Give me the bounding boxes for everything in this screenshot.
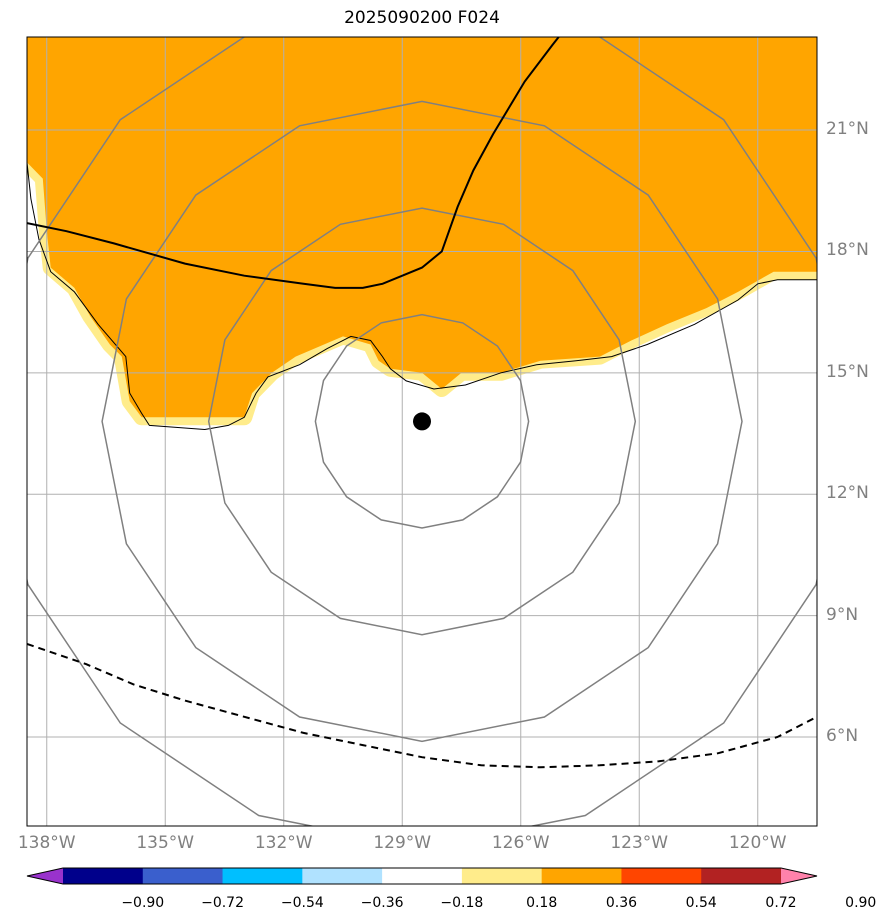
lat-label-18n: 18°N	[826, 240, 869, 261]
range-ring	[27, 37, 817, 826]
lon-label-138w: 138°W	[17, 833, 76, 853]
range-rings	[27, 37, 817, 826]
range-ring	[101, 100, 743, 743]
colorbar-label: −0.36	[360, 895, 404, 911]
colorbar-segment	[461, 868, 543, 884]
colorbar-extend-high	[781, 868, 817, 884]
colorbar-extend-low	[27, 868, 63, 884]
lon-label-123w: 123°W	[610, 833, 669, 853]
lat-label-12n: 12°N	[826, 483, 869, 504]
colorbar-segment	[63, 868, 144, 884]
lon-label-120w: 120°W	[728, 833, 787, 853]
map-frame	[26, 36, 818, 827]
lon-label-126w: 126°W	[491, 833, 550, 853]
colorbar-label: −0.18	[440, 895, 484, 911]
colorbar-label: 0.18	[526, 895, 558, 911]
colorbar-label: −0.54	[280, 895, 324, 911]
colorbar-segment	[701, 868, 782, 884]
colorbar-label: 0.90	[845, 895, 877, 911]
colorbar-label: 0.72	[765, 895, 797, 911]
lat-label-21n: 21°N	[826, 119, 869, 140]
lat-label-9n: 9°N	[826, 604, 859, 625]
coastline	[27, 162, 817, 431]
colorbar-label: −0.90	[121, 895, 165, 911]
storm-center-marker	[413, 412, 431, 431]
colorbar	[26, 867, 818, 885]
lat-label-15n: 15°N	[826, 361, 869, 382]
colorbar-label: 0.54	[685, 895, 717, 911]
lon-label-132w: 132°W	[254, 833, 313, 853]
colorbar-segment	[541, 868, 622, 884]
lon-label-135w: 135°W	[136, 833, 195, 853]
track-line-solid	[27, 37, 560, 289]
lat-label-6n: 6°N	[826, 725, 859, 746]
shaded-field-region	[27, 37, 817, 418]
range-ring	[314, 313, 530, 529]
colorbar-segment	[142, 868, 224, 884]
colorbar-outline	[26, 867, 818, 885]
colorbar-segment	[222, 868, 303, 884]
range-ring	[207, 207, 637, 636]
colorbar-segment	[621, 868, 702, 884]
colorbar-label: 0.36	[605, 895, 638, 911]
track-line-dashed	[27, 642, 817, 769]
colorbar-segment	[382, 868, 463, 884]
colorbar-label: −0.72	[201, 895, 244, 911]
lon-label-129w: 129°W	[373, 833, 432, 853]
map-title: 2025090200 F024	[344, 8, 500, 28]
colorbar-segment	[302, 868, 383, 884]
